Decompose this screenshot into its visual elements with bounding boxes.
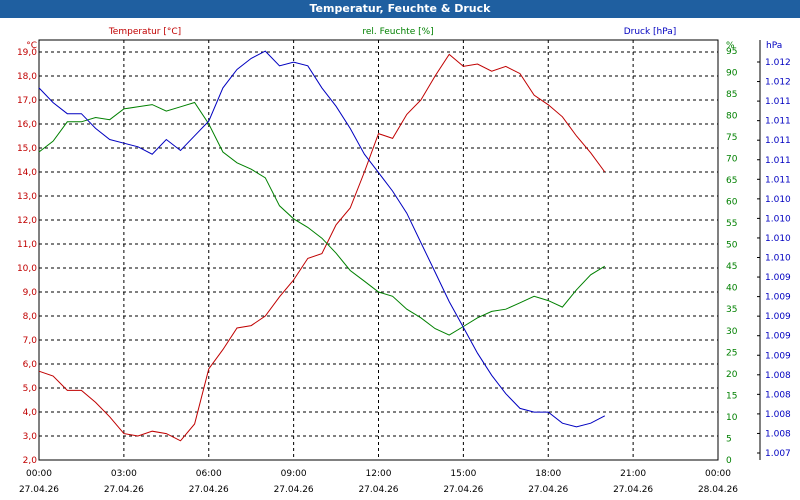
x-tick-date: 28.04.26	[698, 485, 738, 495]
pressure-tick-label: 1.008	[765, 371, 791, 381]
temperature-unit-label: °C	[26, 41, 37, 51]
humidity-tick-label: 70	[726, 154, 738, 164]
x-tick-time: 12:00	[366, 469, 392, 479]
temperature-tick-label: 4,0	[23, 408, 38, 418]
humidity-tick-label: 90	[726, 68, 738, 78]
x-tick-date: 27.04.26	[358, 485, 398, 495]
x-tick-time: 21:00	[620, 469, 646, 479]
pressure-axis-title: Druck [hPa]	[624, 27, 677, 37]
pressure-tick-label: 1.012	[765, 78, 791, 88]
pressure-tick-label: 1.009	[765, 293, 791, 303]
humidity-tick-label: 50	[726, 241, 738, 251]
temperature-tick-label: 15,0	[17, 144, 37, 154]
x-tick-date: 27.04.26	[613, 485, 653, 495]
temperature-axis: 2,0 3,0 4,0 5,0 6,0 7,0 8,0 9,0 10,0 11,0 12,0 13,0…	[17, 48, 37, 466]
x-tick-date: 27.04.26	[19, 485, 59, 495]
temperature-tick-label: 10,0	[17, 264, 37, 274]
pressure-tick-label: 1.010	[765, 254, 791, 264]
x-tick-date: 27.04.26	[443, 485, 483, 495]
humidity-tick-label: 65	[726, 176, 737, 186]
temperature-tick-label: 12,0	[17, 216, 37, 226]
pressure-tick-label: 1.011	[765, 175, 791, 185]
grid-lines	[39, 40, 718, 460]
pressure-tick-label: 1.011	[765, 97, 791, 107]
chart-title-bar: Temperatur, Feuchte & Druck	[0, 0, 800, 18]
temperature-tick-label: 9,0	[23, 288, 38, 298]
x-tick-date: 27.04.26	[528, 485, 568, 495]
temperature-tick-label: 8,0	[23, 312, 38, 322]
pressure-tick-label: 1.009	[765, 273, 791, 283]
x-tick-date: 27.04.26	[274, 485, 314, 495]
pressure-series-line	[38, 50, 606, 428]
humidity-tick-label: 30	[726, 327, 738, 337]
humidity-tick-label: 45	[726, 262, 737, 272]
humidity-tick-label: 25	[726, 348, 737, 358]
x-tick-time: 15:00	[450, 469, 476, 479]
temperature-tick-label: 14,0	[17, 168, 37, 178]
temperature-tick-label: 13,0	[17, 192, 37, 202]
data-series	[38, 50, 606, 442]
temperature-tick-label: 18,0	[17, 72, 37, 82]
humidity-tick-label: 0	[726, 456, 732, 466]
pressure-tick-label: 1.010	[765, 214, 791, 224]
x-tick-date: 27.04.26	[189, 485, 229, 495]
pressure-tick-label: 1.012	[765, 58, 791, 68]
x-tick-time: 06:00	[196, 469, 222, 479]
humidity-tick-label: 95	[726, 47, 737, 57]
temperature-tick-label: 3,0	[23, 432, 38, 442]
humidity-tick-label: 35	[726, 305, 737, 315]
humidity-series-line	[38, 101, 606, 336]
x-tick-time: 18:00	[535, 469, 561, 479]
temperature-tick-label: 6,0	[23, 360, 38, 370]
humidity-tick-label: 85	[726, 90, 737, 100]
humidity-tick-label: 40	[726, 284, 738, 294]
humidity-tick-label: 15	[726, 391, 737, 401]
temperature-tick-label: 2,0	[23, 456, 38, 466]
temperature-tick-label: 16,0	[17, 120, 37, 130]
pressure-tick-label: 1.009	[765, 351, 791, 361]
humidity-axis-title: rel. Feuchte [%]	[362, 27, 433, 37]
temperature-tick-label: 19,0	[17, 48, 37, 58]
pressure-tick-label: 1.010	[765, 234, 791, 244]
pressure-tick-label: 1.008	[765, 429, 791, 439]
pressure-tick-label: 1.009	[765, 312, 791, 322]
temperature-tick-label: 11,0	[17, 240, 37, 250]
temperature-tick-label: 7,0	[23, 336, 38, 346]
time-axis: 00:00 27.04.26 03:00 27.04.26 06:00 27.04.26 0…	[19, 469, 738, 495]
humidity-tick-label: 60	[726, 198, 738, 208]
pressure-tick-label: 1.011	[765, 136, 791, 146]
humidity-tick-label: 55	[726, 219, 737, 229]
pressure-axis: 1.007 1.008 1.008 1.008 1.008 1.009 1.009 1.009…	[757, 40, 791, 460]
pressure-tick-label: 1.010	[765, 195, 791, 205]
temperature-tick-label: 5,0	[23, 384, 38, 394]
axis-titles: Temperatur [°C] rel. Feuchte [%] Druck […	[26, 27, 782, 51]
x-tick-time: 00:00	[705, 469, 731, 479]
pressure-unit-label: hPa	[766, 41, 782, 51]
humidity-tick-label: 20	[726, 370, 738, 380]
temperature-tick-label: 17,0	[17, 96, 37, 106]
x-tick-time: 03:00	[111, 469, 137, 479]
temperature-axis-title: Temperatur [°C]	[108, 27, 181, 37]
x-tick-date: 27.04.26	[104, 485, 144, 495]
humidity-tick-label: 10	[726, 413, 738, 423]
pressure-tick-label: 1.011	[765, 156, 791, 166]
humidity-axis: 0 5 10 15 20 25 30 35 40 45 50 55 60 65 70 75 80 85 90 95	[726, 47, 738, 466]
pressure-tick-label: 1.007	[765, 449, 791, 459]
humidity-unit-label: %	[726, 41, 735, 51]
humidity-tick-label: 80	[726, 111, 738, 121]
x-tick-time: 00:00	[26, 469, 52, 479]
humidity-tick-label: 75	[726, 133, 737, 143]
pressure-tick-label: 1.009	[765, 332, 791, 342]
pressure-tick-label: 1.008	[765, 410, 791, 420]
x-tick-time: 09:00	[281, 469, 307, 479]
pressure-tick-label: 1.011	[765, 117, 791, 127]
temperature-series-line	[38, 53, 606, 442]
pressure-tick-label: 1.008	[765, 390, 791, 400]
humidity-tick-label: 5	[726, 434, 732, 444]
